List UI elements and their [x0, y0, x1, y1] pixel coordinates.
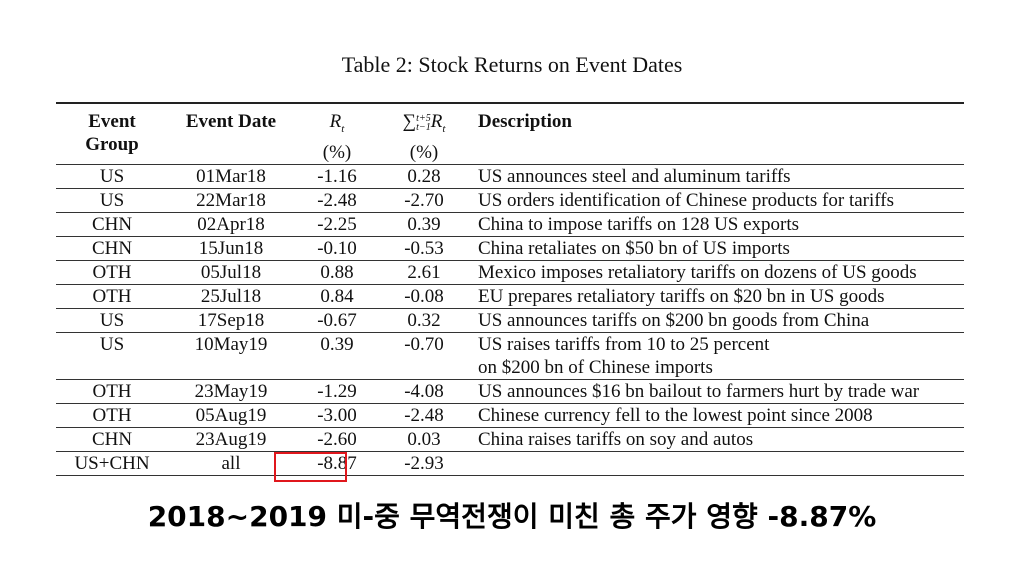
cell-description: Chinese currency fell to the lowest poin… — [468, 402, 964, 428]
cell-description: US raises tariffs from 10 to 25 percent o… — [468, 331, 964, 380]
header-event-date: Event Date — [185, 111, 277, 132]
table-row: OTH 05Jul18 0.88 2.61 Mexico imposes retalia… — [56, 259, 964, 285]
cell-event-date: 25Jul18 — [168, 283, 294, 309]
table-row: US 01Mar18 -1.16 0.28 US announces steel and… — [56, 163, 964, 189]
cell-cumulative-return: 0.32 — [380, 307, 468, 333]
cell-description: US announces tariffs on $200 bn goods fr… — [468, 307, 964, 333]
description-line: US announces tariffs on $200 bn goods fr… — [478, 309, 870, 331]
description-line: China retaliates on $50 bn of US imports — [478, 237, 790, 259]
cell-event-group: OTH — [56, 378, 168, 404]
cell-cumulative-return: -2.93 — [380, 450, 468, 476]
cell-description: US announces steel and aluminum tariffs — [468, 163, 964, 189]
cell-return: -2.60 — [294, 426, 380, 452]
cell-cumulative-return: 0.39 — [380, 211, 468, 237]
description-line: Chinese currency fell to the lowest poin… — [478, 404, 873, 426]
cell-description: US orders identification of Chinese prod… — [468, 187, 964, 213]
table-row: CHN 15Jun18 -0.10 -0.53 China retaliates on … — [56, 235, 964, 261]
caption: 2018~2019 미-중 무역전쟁이 미친 총 주가 영향 -8.87% — [147, 500, 877, 533]
cell-event-group: CHN — [56, 211, 168, 237]
cell-cumulative-return: 2.61 — [380, 259, 468, 285]
cell-event-date: 01Mar18 — [168, 163, 294, 189]
cell-return: 0.84 — [294, 283, 380, 309]
cell-return: 0.88 — [294, 259, 380, 285]
cell-cumulative-return: -0.08 — [380, 283, 468, 309]
table-row: OTH 23May19 -1.29 -4.08 US announces $16 bn … — [56, 378, 964, 404]
description-line: China raises tariffs on soy and autos — [478, 428, 754, 450]
cell-return: -0.10 — [294, 235, 380, 261]
description-line: on $200 bn of Chinese imports — [478, 356, 713, 378]
table-row: OTH 25Jul18 0.84 -0.08 EU prepares retaliato… — [56, 283, 964, 309]
highlight-box — [274, 452, 347, 482]
cell-event-group: OTH — [56, 402, 168, 428]
cell-description: EU prepares retaliatory tariffs on $20 b… — [468, 283, 964, 309]
cell-event-group: CHN — [56, 426, 168, 452]
cell-cumulative-return: 0.28 — [380, 163, 468, 189]
cell-cumulative-return: -0.53 — [380, 235, 468, 261]
cell-cumulative-return: -2.48 — [380, 402, 468, 428]
header-event-group: Event Group — [85, 111, 139, 155]
cell-cumulative-return: 0.03 — [380, 426, 468, 452]
cell-event-date: all — [168, 450, 294, 476]
cell-cumulative-return: -2.70 — [380, 187, 468, 213]
description-line: US raises tariffs from 10 to 25 percent — [478, 333, 770, 355]
cell-event-date: 05Aug19 — [168, 402, 294, 428]
cell-description — [468, 450, 964, 476]
cell-return: -1.16 — [294, 163, 380, 189]
header-rt: Rt (%) — [322, 111, 352, 163]
cell-return: -2.48 — [294, 187, 380, 213]
cell-event-date: 17Sep18 — [168, 307, 294, 333]
table-title: Table 2: Stock Returns on Event Dates — [341, 52, 683, 77]
cell-cumulative-return: -0.70 — [380, 331, 468, 380]
cell-return: 0.39 — [294, 331, 380, 380]
description-line: EU prepares retaliatory tariffs on $20 b… — [478, 285, 885, 307]
cell-event-group: US — [56, 163, 168, 189]
cell-cumulative-return: -4.08 — [380, 378, 468, 404]
cell-event-date: 23May19 — [168, 378, 294, 404]
cell-description: China to impose tariffs on 128 US export… — [468, 211, 964, 237]
table-row: CHN 23Aug19 -2.60 0.03 China raises tariffs … — [56, 426, 964, 452]
cell-description: Mexico imposes retaliatory tariffs on do… — [468, 259, 964, 285]
cell-description: China raises tariffs on soy and autos — [468, 426, 964, 452]
table-header: Event Group Event Date Rt (%) ∑ t+5 t−1 Rt … — [56, 104, 964, 164]
cell-description: US announces $16 bn bailout to farmers h… — [468, 378, 964, 404]
table-row: CHN 02Apr18 -2.25 0.39 China to impose tarif… — [56, 211, 964, 237]
cell-return: -1.29 — [294, 378, 380, 404]
cell-event-group: OTH — [56, 259, 168, 285]
description-line: Mexico imposes retaliatory tariffs on do… — [478, 261, 917, 283]
header-description: Description — [478, 111, 572, 132]
cell-event-group: US — [56, 307, 168, 333]
cell-event-date: 22Mar18 — [168, 187, 294, 213]
table-row: US 22Mar18 -2.48 -2.70 US orders identificat… — [56, 187, 964, 213]
cell-event-group: US+CHN — [56, 450, 168, 476]
description-line: China to impose tariffs on 128 US export… — [478, 213, 800, 235]
cell-event-date: 10May19 — [168, 331, 294, 380]
table-row: US+CHN all -8.87 -2.93 — [56, 450, 964, 476]
cell-return: -3.00 — [294, 402, 380, 428]
cell-event-group: US — [56, 331, 168, 380]
description-line: US announces steel and aluminum tariffs — [478, 165, 791, 187]
header-cumulative-rt: ∑ t+5 t−1 Rt (%) — [402, 111, 446, 163]
description-line: US orders identification of Chinese prod… — [478, 189, 894, 211]
table-row: OTH 05Aug19 -3.00 -2.48 Chinese currency fel… — [56, 402, 964, 428]
cell-return: -2.25 — [294, 211, 380, 237]
description-line: US announces $16 bn bailout to farmers h… — [478, 380, 920, 402]
cell-event-date: 15Jun18 — [168, 235, 294, 261]
cell-event-date: 23Aug19 — [168, 426, 294, 452]
cell-event-date: 05Jul18 — [168, 259, 294, 285]
cell-event-group: CHN — [56, 235, 168, 261]
table-row: US 10May19 0.39 -0.70 US raises tariffs from… — [56, 331, 964, 380]
cell-event-group: OTH — [56, 283, 168, 309]
cell-description: China retaliates on $50 bn of US imports — [468, 235, 964, 261]
cell-event-group: US — [56, 187, 168, 213]
description-line — [478, 452, 960, 475]
cell-return: -0.67 — [294, 307, 380, 333]
table-row: US 17Sep18 -0.67 0.32 US announces tariffs o… — [56, 307, 964, 333]
cell-event-date: 02Apr18 — [168, 211, 294, 237]
stock-returns-table: Event Group Event Date Rt (%) ∑ t+5 t−1 Rt … — [56, 102, 964, 476]
